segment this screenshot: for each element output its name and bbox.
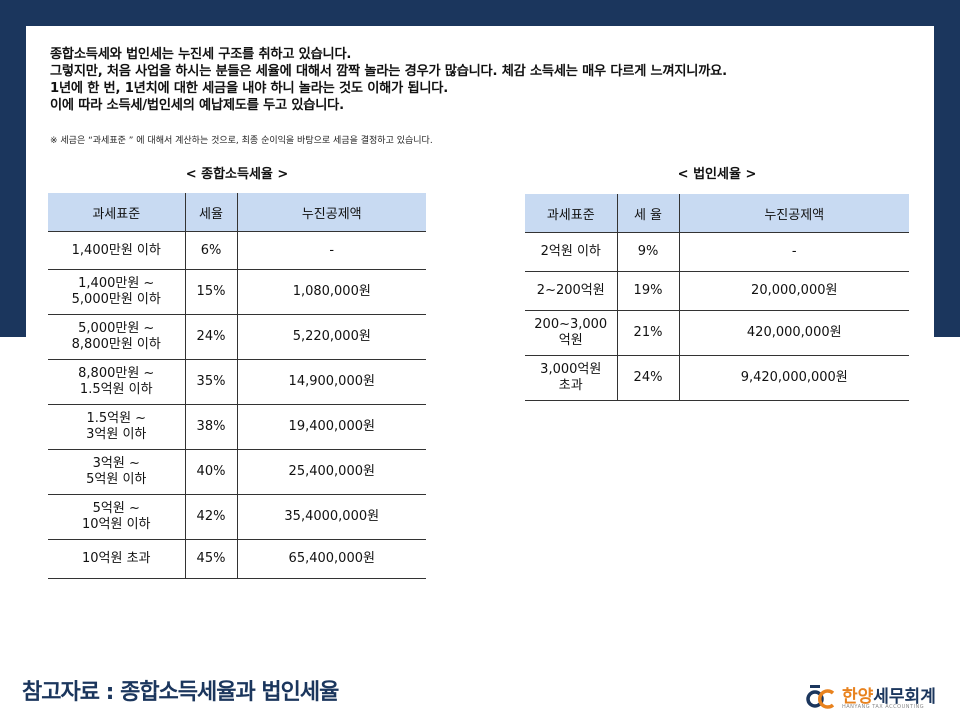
logo-name: 한양세무회계: [842, 682, 936, 707]
deduction-cell: 20,000,000원: [678, 271, 909, 311]
column-header: 세 율: [616, 194, 679, 233]
company-logo: 한양세무회계 HANYANG TAX ACCOUNTING: [806, 680, 946, 716]
table-header-row: 과세표준 세율 누진공제액: [48, 193, 426, 232]
tax-base-cell: 3억원 ~5억원 이하: [48, 449, 185, 495]
deduction-cell: -: [236, 231, 426, 270]
tax-base-line: 1.5억원 이하: [79, 382, 153, 397]
tax-rate-cell: 9%: [616, 232, 679, 272]
tax-base-line: 5,000만원 이하: [71, 292, 161, 307]
deduction-cell: 35,4000,000원: [236, 494, 426, 540]
intro-line: 이에 따라 소득세/법인세의 예납제도를 두고 있습니다.: [50, 98, 344, 113]
tax-rate-cell: 24%: [184, 314, 237, 360]
logo-subtitle: HANYANG TAX ACCOUNTING: [842, 704, 925, 710]
tax-base-line: 5억원 ~: [92, 501, 140, 516]
tax-base-line: 200~3,000: [534, 317, 608, 332]
intro-line: 1년에 한 번, 1년치에 대한 세금을 내야 하니 놀라는 것도 이해가 됩니…: [50, 81, 449, 96]
deduction-cell: 25,400,000원: [236, 449, 426, 495]
tax-rate-cell: 40%: [184, 449, 237, 495]
table-row: 8,800만원 ~1.5억원 이하 35% 14,900,000원: [48, 359, 426, 405]
tax-base-cell: 1,400만원 이하: [48, 231, 185, 270]
tax-note: ※ 세금은 “과세표준 ” 에 대해서 계산하는 것으로, 최종 순이익을 바탕…: [50, 136, 433, 146]
deduction-cell: 420,000,000원: [678, 310, 909, 356]
corporate-tax-table: 과세표준 세 율 누진공제액 2억원 이하 9% - 2~200억원 19% 20,000…: [525, 194, 909, 401]
table-row: 3억원 ~5억원 이하 40% 25,400,000원: [48, 449, 426, 495]
tax-rate-cell: 35%: [184, 359, 237, 405]
tax-base-line: 1,400만원 ~: [78, 276, 155, 291]
tax-rate-cell: 38%: [184, 404, 237, 450]
table-row: 200~3,000 억원 21% 420,000,000원: [525, 310, 909, 356]
column-header: 과세표준: [48, 193, 185, 232]
table-row: 1,400만원 이하 6% -: [48, 231, 426, 270]
deduction-cell: 1,080,000원: [236, 269, 426, 315]
content-card: 종합소득세와 법인세는 누진세 구조를 취하고 있습니다. 그렇지만, 처음 사…: [26, 26, 934, 636]
tax-base-cell: 10억원 초과: [48, 539, 185, 579]
deduction-cell: 65,400,000원: [236, 539, 426, 579]
tax-base-line: 2~200억원: [536, 283, 605, 298]
intro-line: 그렇지만, 처음 사업을 하시는 분들은 세율에 대해서 깜짝 놀라는 경우가 …: [50, 64, 727, 79]
table-row: 1.5억원 ~3억원 이하 38% 19,400,000원: [48, 404, 426, 450]
table-row: 2~200억원 19% 20,000,000원: [525, 271, 909, 311]
tax-base-line: 초과: [558, 378, 583, 393]
tax-base-cell: 8,800만원 ~1.5억원 이하: [48, 359, 185, 405]
hanyang-logo-icon: [806, 685, 835, 709]
tax-base-line: 10억원 초과: [81, 551, 151, 566]
tax-base-cell: 5,000만원 ~8,800만원 이하: [48, 314, 185, 360]
tax-base-line: 3억원 ~: [92, 456, 140, 471]
tax-base-line: 8,800만원 ~: [78, 366, 155, 381]
tax-base-line: 1,400만원 이하: [71, 242, 161, 258]
deduction-cell: 5,220,000원: [236, 314, 426, 360]
tax-base-cell: 3,000억원 초과: [525, 355, 617, 401]
corporate-tax-caption: < 법인세율 >: [677, 167, 757, 182]
deduction-cell: 19,400,000원: [236, 404, 426, 450]
column-header: 세율: [184, 193, 237, 232]
deduction-cell: 9,420,000,000원: [678, 355, 909, 401]
tax-base-line: 10억원 이하: [81, 517, 151, 532]
tax-base-line: 3억원 이하: [86, 427, 147, 442]
tax-rate-cell: 24%: [616, 355, 679, 401]
tax-rate-cell: 21%: [616, 310, 679, 356]
tax-rate-cell: 15%: [184, 269, 237, 315]
logo-name-accent: 한양: [842, 687, 874, 707]
intro-text: 종합소득세와 법인세는 누진세 구조를 취하고 있습니다. 그렇지만, 처음 사…: [50, 46, 727, 114]
logo-name-rest: 세무회계: [873, 687, 936, 707]
tax-base-line: 5억원 이하: [86, 472, 147, 487]
tax-rate-cell: 42%: [184, 494, 237, 540]
column-header: 누진공제액: [236, 193, 426, 232]
tax-base-cell: 1.5억원 ~3억원 이하: [48, 404, 185, 450]
tax-base-cell: 2~200억원: [525, 271, 617, 311]
tax-base-cell: 5억원 ~10억원 이하: [48, 494, 185, 540]
tax-rate-cell: 45%: [184, 539, 237, 579]
income-tax-table: 과세표준 세율 누진공제액 1,400만원 이하 6% -1,400만원 ~5,00…: [48, 193, 426, 579]
tax-base-line: 5,000만원 ~: [78, 321, 155, 336]
table-row: 10억원 초과 45% 65,400,000원: [48, 539, 426, 579]
tax-base-cell: 2억원 이하: [525, 232, 617, 272]
table-row: 1,400만원 ~5,000만원 이하 15% 1,080,000원: [48, 269, 426, 315]
intro-line: 종합소득세와 법인세는 누진세 구조를 취하고 있습니다.: [50, 47, 352, 62]
tax-base-line: 2억원 이하: [540, 244, 601, 259]
table-row: 5,000만원 ~8,800만원 이하 24% 5,220,000원: [48, 314, 426, 360]
deduction-cell: 14,900,000원: [236, 359, 426, 405]
column-header: 누진공제액: [678, 194, 909, 233]
tax-base-cell: 1,400만원 ~5,000만원 이하: [48, 269, 185, 315]
tax-rate-cell: 6%: [184, 231, 237, 270]
tax-base-cell: 200~3,000 억원: [525, 310, 617, 356]
tax-base-line: 8,800만원 이하: [71, 337, 161, 352]
tax-base-line: 3,000억원: [540, 362, 602, 377]
income-tax-caption: < 종합소득세율 >: [185, 167, 289, 182]
column-header: 과세표준: [525, 194, 617, 233]
table-row: 5억원 ~10억원 이하 42% 35,4000,000원: [48, 494, 426, 540]
table-header-row: 과세표준 세 율 누진공제액: [525, 194, 909, 233]
deduction-cell: -: [678, 232, 909, 272]
table-row: 3,000억원 초과 24% 9,420,000,000원: [525, 355, 909, 401]
footer-title: 참고자료 : 종합소득세율과 법인세율: [22, 680, 339, 705]
tax-base-line: 1.5억원 ~: [86, 411, 147, 426]
tax-base-line: 억원: [558, 333, 583, 348]
tax-rate-cell: 19%: [616, 271, 679, 311]
table-row: 2억원 이하 9% -: [525, 232, 909, 272]
